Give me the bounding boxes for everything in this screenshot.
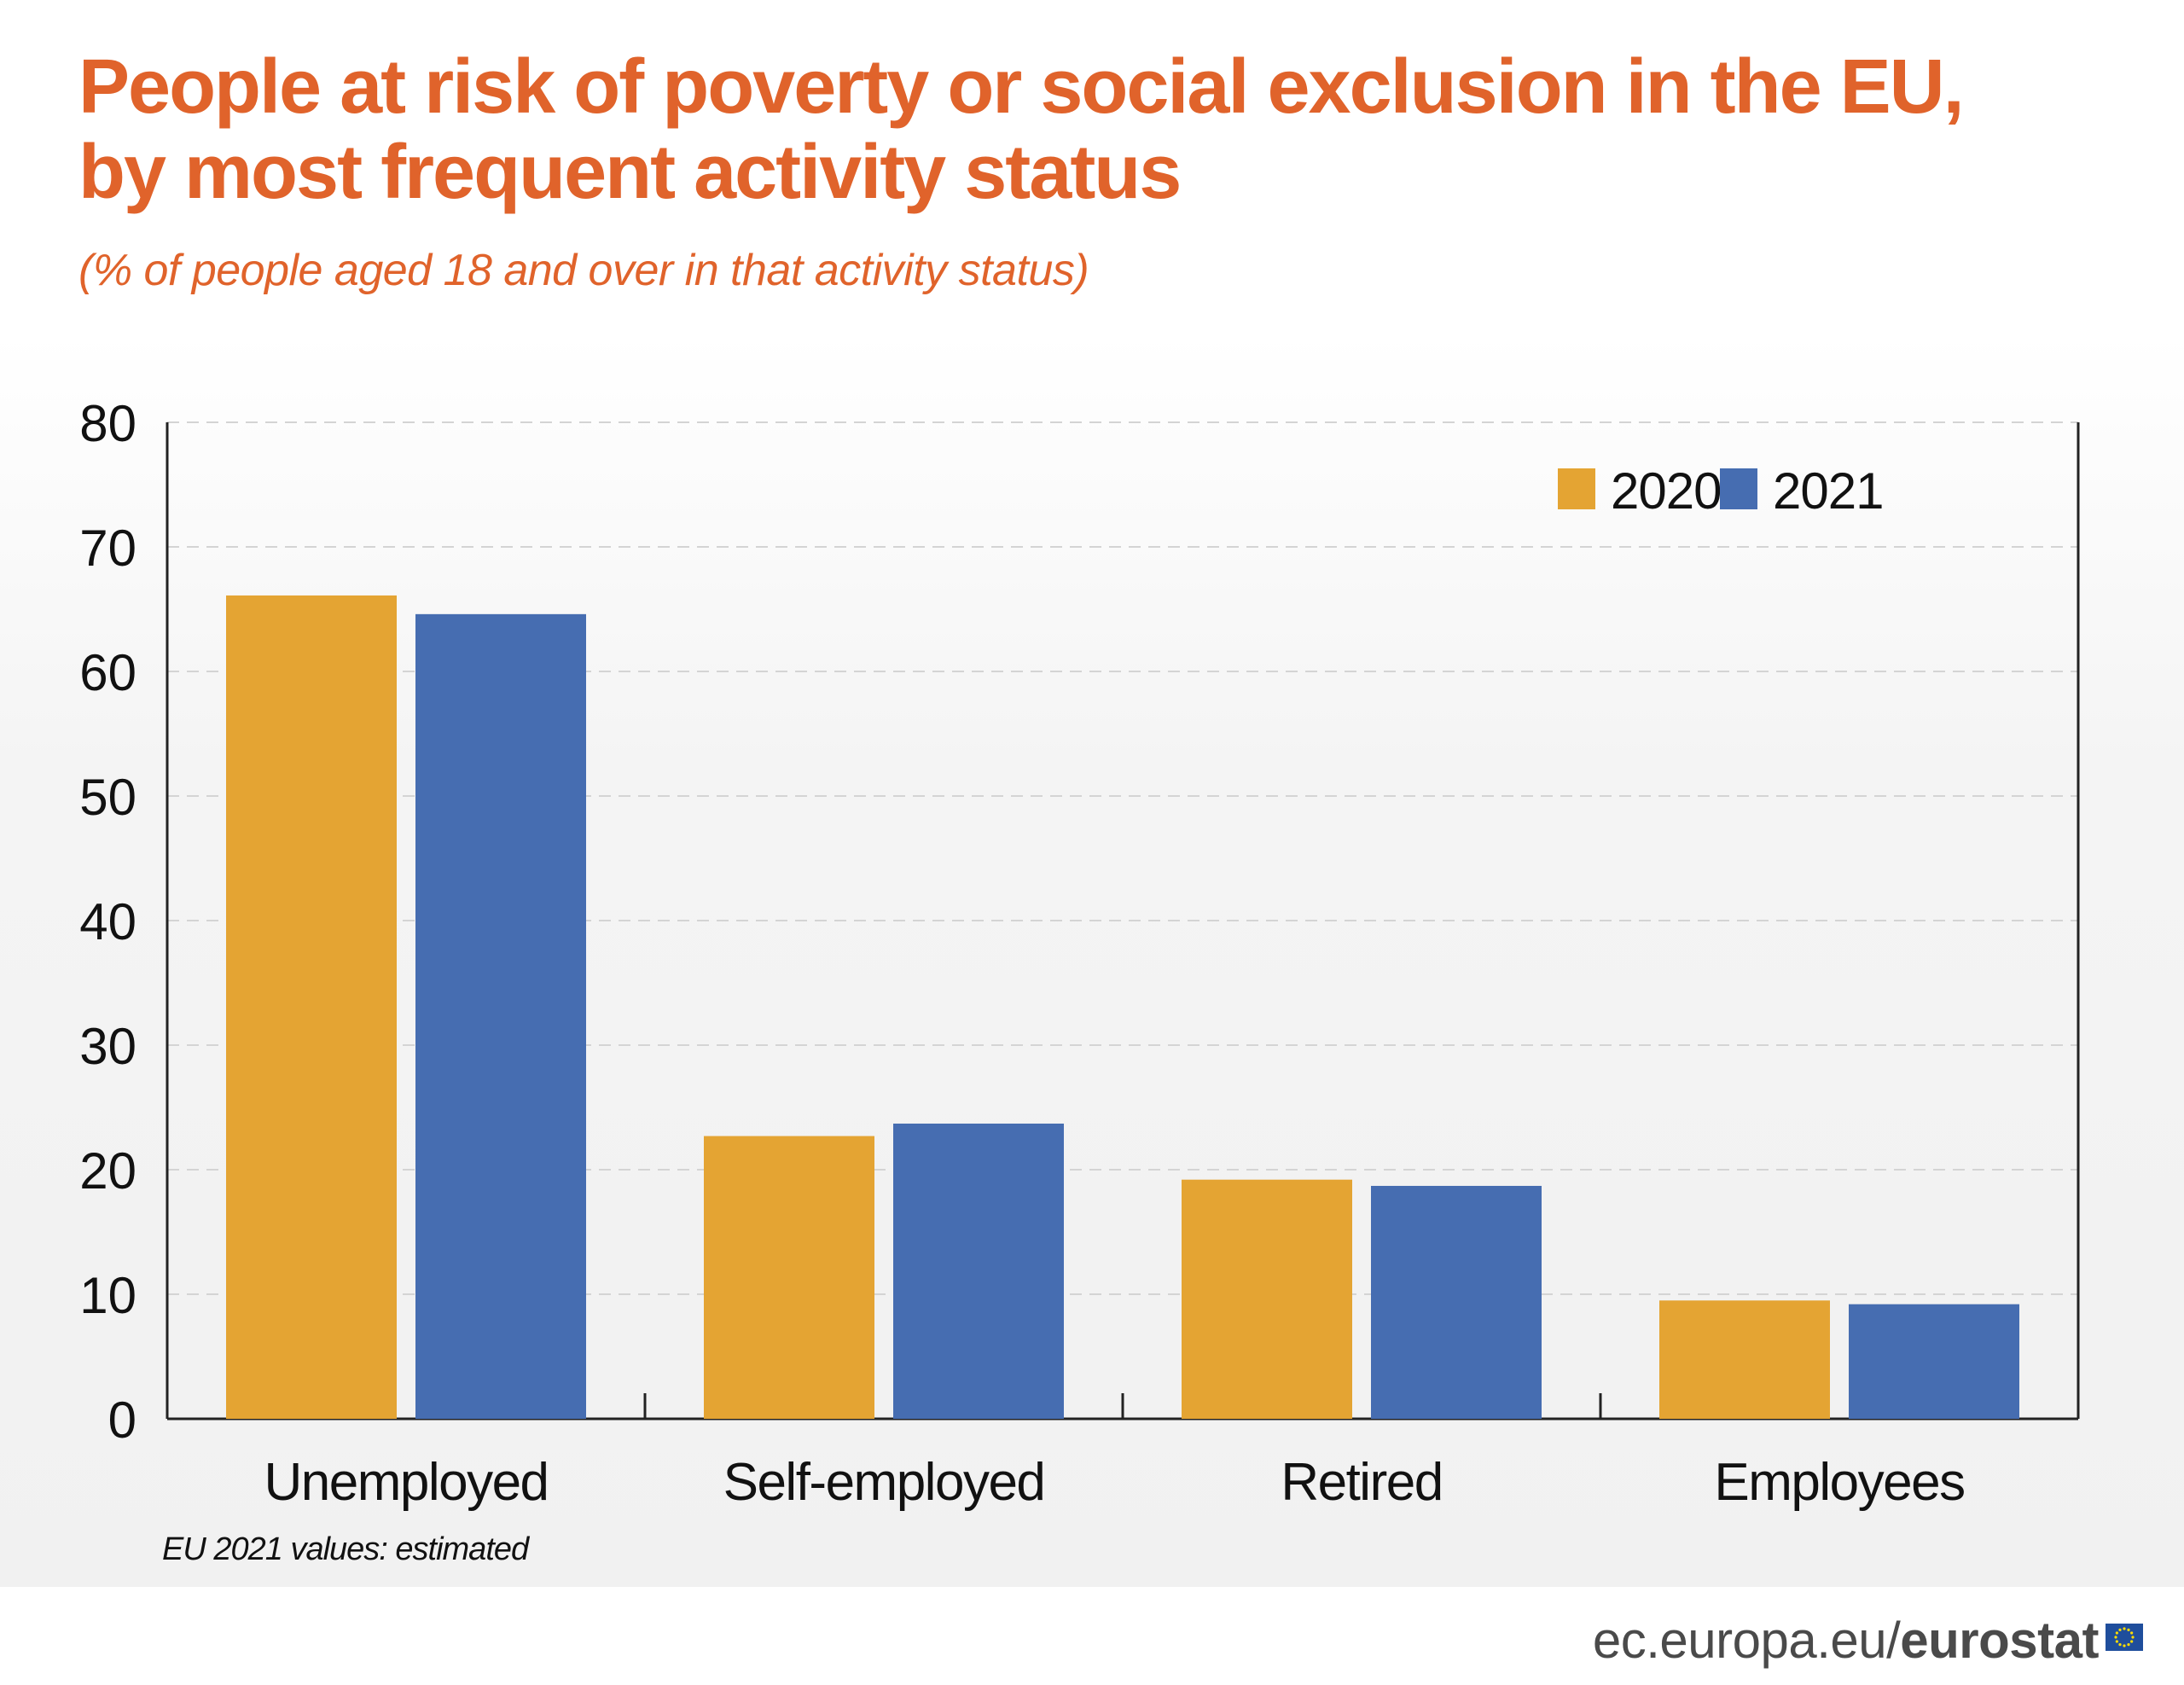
bar-2021-retired [1371, 1185, 1542, 1419]
eu-star [2118, 1628, 2122, 1631]
eu-star [2130, 1631, 2134, 1635]
bar-2021-self-employed [893, 1123, 1064, 1419]
footer-site: ec.europa.eu/ [1592, 1612, 1901, 1669]
y-tick-label: 30 [79, 1018, 136, 1075]
bar-2021-unemployed [415, 613, 586, 1419]
bar-2020-unemployed [226, 595, 397, 1419]
title-line-1: People at risk of poverty or social excl… [78, 44, 1965, 130]
x-tick-label: Self-employed [723, 1453, 1045, 1512]
legend-swatch-2020 [1558, 468, 1595, 509]
bar-2021-employees [1849, 1304, 2019, 1419]
eu-star [2114, 1636, 2117, 1639]
eu-flag-icon [2106, 1624, 2143, 1651]
x-tick-label: Retired [1281, 1453, 1442, 1512]
title-line-2: by most frequent activity status [78, 130, 1182, 215]
eu-star [2127, 1628, 2130, 1631]
eu-star [2115, 1631, 2118, 1635]
x-tick-label: Employees [1714, 1453, 1964, 1512]
eu-star [2123, 1644, 2126, 1647]
y-tick-label: 50 [79, 769, 136, 826]
y-tick-label: 60 [79, 644, 136, 701]
eu-star [2118, 1643, 2122, 1647]
eu-star [2127, 1643, 2130, 1647]
eu-star [2115, 1640, 2118, 1643]
chart-title: People at risk of poverty or social excl… [78, 44, 2041, 215]
source-footer[interactable]: ec.europa.eu/eurostat [1592, 1611, 2100, 1670]
bar-2020-employees [1659, 1300, 1830, 1419]
y-tick-label: 80 [79, 395, 136, 452]
eu-stars-icon [2114, 1627, 2135, 1647]
y-tick-label: 10 [79, 1267, 136, 1324]
bar-2020-self-employed [704, 1136, 874, 1419]
y-tick-label: 20 [79, 1142, 136, 1200]
y-tick-label: 0 [108, 1392, 136, 1449]
eu-star [2131, 1636, 2135, 1639]
eu-star [2130, 1640, 2134, 1643]
bar-2020-retired [1182, 1179, 1352, 1419]
x-tick-label: Unemployed [264, 1453, 548, 1512]
legend-swatch-2021 [1720, 468, 1757, 509]
legend-label-2021: 2021 [1773, 462, 1883, 520]
estimate-note: EU 2021 values: estimated [162, 1531, 529, 1567]
y-tick-label: 70 [79, 520, 136, 577]
legend-label-2020: 2020 [1611, 462, 1721, 520]
eu-star [2123, 1627, 2126, 1630]
y-tick-label: 40 [79, 893, 136, 950]
chart-subtitle: (% of people aged 18 and over in that ac… [78, 246, 1089, 295]
footer-brand: eurostat [1900, 1612, 2099, 1669]
